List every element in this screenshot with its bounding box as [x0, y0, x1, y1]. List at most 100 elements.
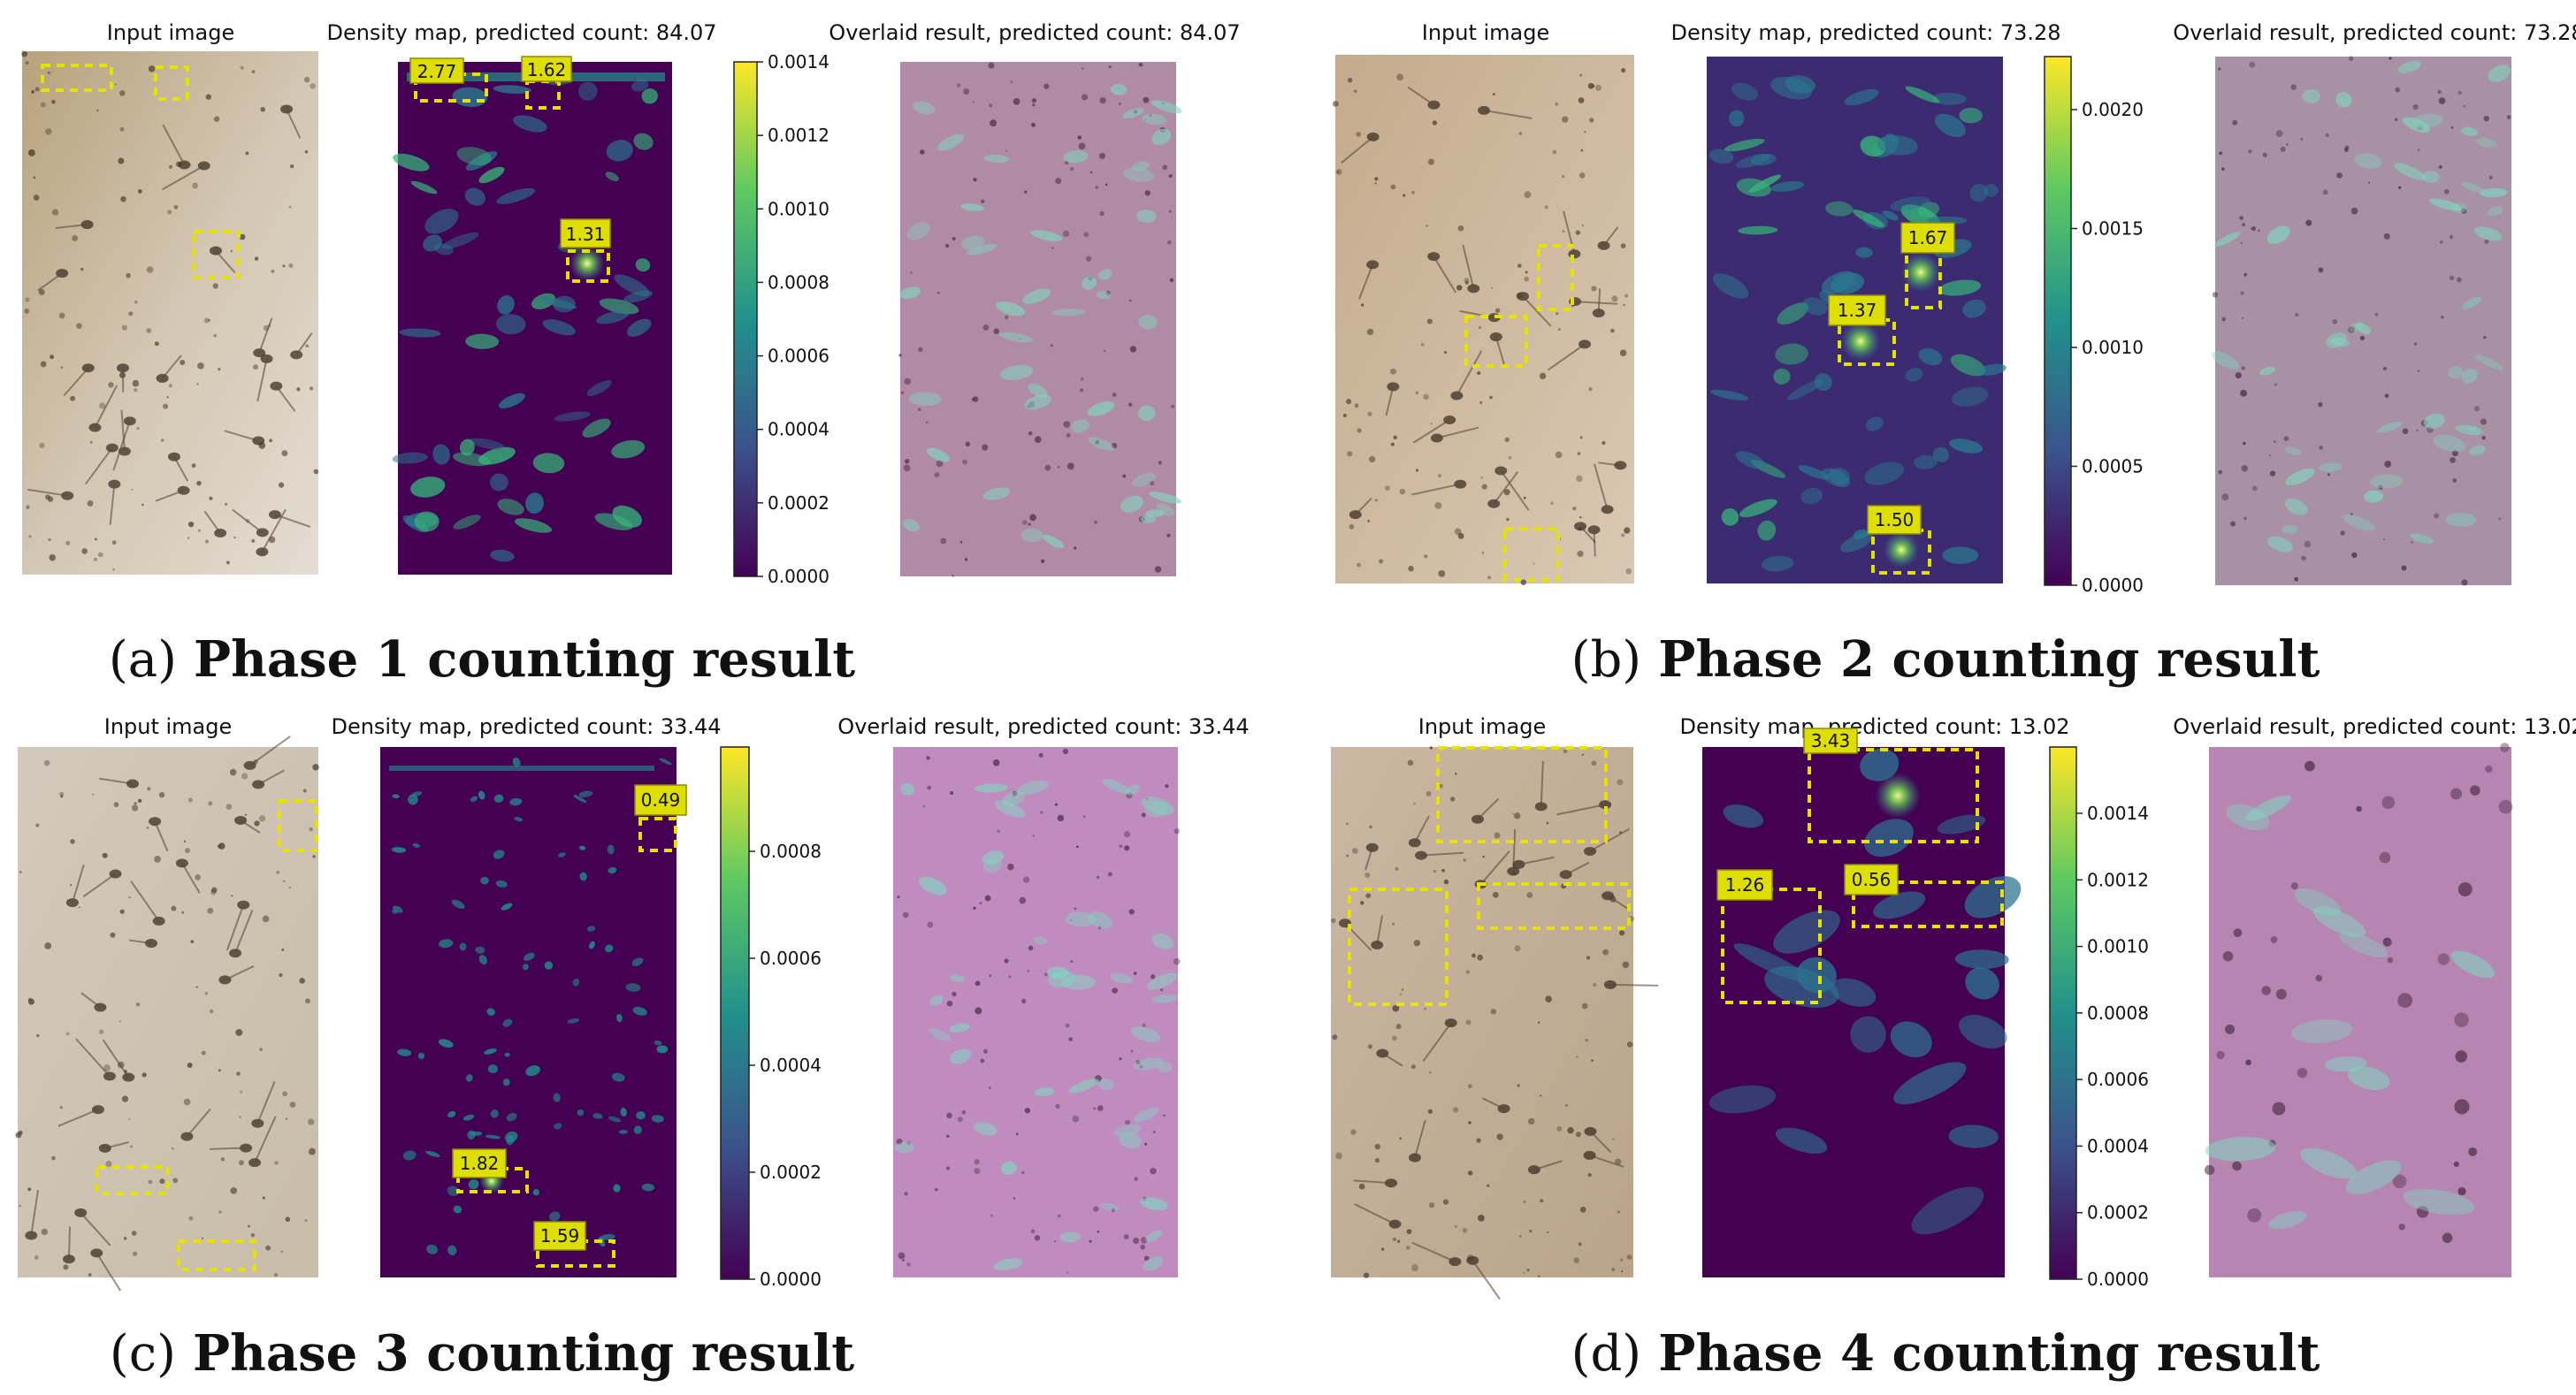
- texture-mark: [918, 347, 923, 353]
- texture-mark: [950, 791, 954, 796]
- texture-mark: [1013, 98, 1020, 105]
- texture-mark: [1111, 443, 1118, 449]
- texture-mark: [2348, 56, 2354, 62]
- texture-mark: [633, 133, 654, 150]
- texture-mark: [154, 341, 159, 347]
- texture-mark: [2318, 267, 2324, 273]
- texture-mark: [453, 1205, 462, 1214]
- texture-mark: [1518, 856, 1555, 865]
- texture-mark: [1487, 576, 1491, 580]
- texture-mark: [490, 549, 515, 562]
- texture-mark: [1481, 484, 1487, 490]
- texture-mark: [1517, 263, 1522, 268]
- texture-mark: [459, 438, 475, 456]
- texture-mark: [2275, 130, 2283, 138]
- texture-mark: [502, 1079, 510, 1086]
- texture-mark: [1622, 961, 1630, 969]
- texture-mark: [2456, 277, 2462, 283]
- texture-mark: [2240, 389, 2248, 397]
- texture-mark: [1864, 461, 1905, 485]
- texture-mark: [2374, 312, 2379, 316]
- texture-mark: [1028, 945, 1034, 951]
- texture-mark: [1082, 67, 1084, 70]
- texture-mark: [1097, 926, 1102, 929]
- texture-mark: [1455, 773, 1457, 775]
- texture-mark: [1482, 855, 1485, 858]
- texture-mark: [1163, 1114, 1166, 1117]
- texture-mark: [2233, 928, 2243, 938]
- texture-mark: [275, 385, 296, 412]
- texture-mark: [1860, 748, 1900, 781]
- colorbar-tick-label: 0.0002: [760, 1162, 822, 1183]
- texture-mark: [1562, 175, 1565, 179]
- texture-mark: [191, 463, 196, 468]
- texture-mark: [2369, 474, 2404, 489]
- texture-mark: [1335, 1152, 1342, 1160]
- texture-mark: [626, 318, 652, 337]
- texture-mark: [1415, 391, 1419, 395]
- texture-mark: [1533, 562, 1535, 565]
- texture-mark: [1617, 779, 1624, 786]
- texture-mark: [2382, 366, 2387, 371]
- texture-mark: [1873, 891, 1926, 919]
- texture-mark: [1396, 1239, 1401, 1243]
- texture-mark: [154, 820, 169, 852]
- texture-mark: [1130, 1025, 1161, 1042]
- texture-mark: [141, 503, 144, 507]
- texture-mark: [946, 1000, 953, 1007]
- texture-mark: [2235, 372, 2242, 379]
- texture-mark: [1413, 815, 1430, 843]
- texture-mark: [1581, 753, 1584, 756]
- texture-mark: [1733, 943, 1808, 982]
- texture-mark: [1976, 363, 2007, 376]
- texture-mark: [278, 482, 285, 488]
- texture-mark: [1893, 1062, 1967, 1105]
- texture-mark: [27, 1187, 32, 1192]
- texture-mark: [1024, 394, 1052, 410]
- texture-mark: [2397, 993, 2413, 1009]
- texture-mark: [186, 1108, 211, 1138]
- texture-mark: [2285, 469, 2315, 485]
- texture-mark: [607, 844, 615, 855]
- hotspot: [1884, 532, 1919, 568]
- texture-mark: [918, 876, 947, 896]
- texture-mark: [1591, 760, 1597, 766]
- texture-mark: [1057, 814, 1065, 822]
- texture-mark: [1814, 373, 1832, 392]
- texture-mark: [635, 258, 651, 272]
- texture-mark: [1413, 802, 1416, 805]
- texture-mark: [1609, 983, 1659, 987]
- texture-mark: [1088, 437, 1115, 451]
- texture-mark: [957, 83, 961, 88]
- texture-mark: [154, 856, 161, 863]
- texture-mark: [1149, 113, 1152, 117]
- texture-mark: [183, 1098, 191, 1106]
- texture-mark: [1381, 1052, 1403, 1067]
- texture-mark: [1374, 1143, 1380, 1150]
- density-box: [536, 1239, 615, 1268]
- texture-mark: [1068, 1037, 1073, 1041]
- texture-mark: [1126, 784, 1140, 796]
- texture-mark: [1141, 796, 1174, 816]
- density-box: [1838, 318, 1896, 366]
- texture-mark: [1089, 171, 1093, 174]
- texture-mark: [974, 783, 1008, 793]
- texture-mark: [45, 494, 50, 500]
- texture-mark: [2274, 383, 2277, 386]
- texture-mark: [927, 921, 934, 928]
- texture-mark: [207, 907, 214, 914]
- texture-mark: [1392, 1035, 1397, 1041]
- texture-mark: [1342, 413, 1347, 417]
- texture-mark: [2327, 473, 2330, 476]
- texture-mark: [260, 107, 265, 112]
- texture-mark: [952, 991, 957, 997]
- texture-mark: [493, 85, 531, 95]
- texture-mark: [1000, 1161, 1017, 1176]
- texture-mark: [1032, 103, 1036, 107]
- texture-mark: [2368, 181, 2371, 184]
- texture-mark: [1070, 959, 1074, 964]
- texture-mark: [1140, 515, 1157, 523]
- texture-mark: [1112, 987, 1119, 994]
- texture-mark: [1085, 255, 1092, 262]
